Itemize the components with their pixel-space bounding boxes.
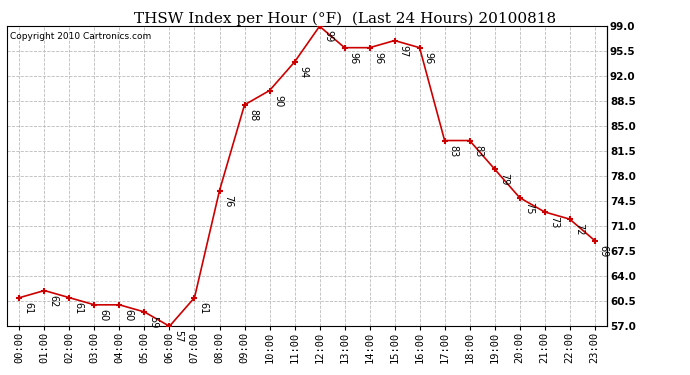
- Text: 90: 90: [274, 95, 284, 107]
- Text: 61: 61: [23, 302, 34, 314]
- Text: 97: 97: [399, 45, 408, 57]
- Text: THSW Index per Hour (°F)  (Last 24 Hours) 20100818: THSW Index per Hour (°F) (Last 24 Hours)…: [134, 11, 556, 26]
- Text: 72: 72: [574, 223, 584, 236]
- Text: 94: 94: [299, 66, 308, 78]
- Text: 96: 96: [424, 52, 434, 64]
- Text: 60: 60: [124, 309, 134, 321]
- Text: 59: 59: [148, 316, 159, 328]
- Text: 96: 96: [348, 52, 359, 64]
- Text: 75: 75: [524, 202, 534, 214]
- Text: 60: 60: [99, 309, 108, 321]
- Text: 83: 83: [448, 145, 459, 157]
- Text: 79: 79: [499, 173, 509, 186]
- Text: 88: 88: [248, 109, 259, 121]
- Text: 62: 62: [48, 295, 59, 307]
- Text: 83: 83: [474, 145, 484, 157]
- Text: 69: 69: [599, 245, 609, 257]
- Text: 57: 57: [174, 330, 184, 343]
- Text: 76: 76: [224, 195, 234, 207]
- Text: Copyright 2010 Cartronics.com: Copyright 2010 Cartronics.com: [10, 32, 151, 41]
- Text: 73: 73: [549, 216, 559, 228]
- Text: 61: 61: [74, 302, 83, 314]
- Text: 61: 61: [199, 302, 208, 314]
- Text: 96: 96: [374, 52, 384, 64]
- Text: 99: 99: [324, 30, 334, 43]
